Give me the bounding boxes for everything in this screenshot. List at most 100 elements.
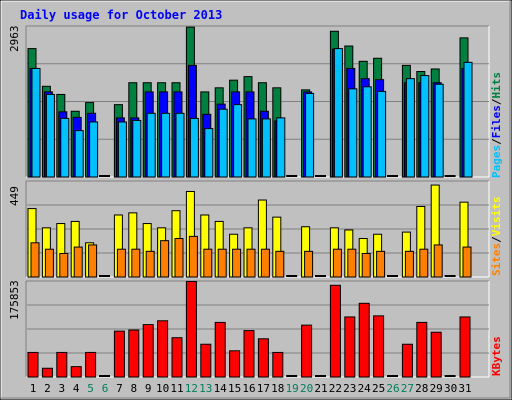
- day-label: 22: [329, 382, 342, 395]
- kbytes-ymax-label: 175853: [8, 280, 21, 320]
- day-label: 19: [286, 382, 299, 395]
- kbytes-bar: [373, 315, 385, 378]
- chart-title: Daily usage for October 2013: [20, 8, 222, 22]
- kbytes-bar: [200, 343, 212, 378]
- sites-bar: [419, 248, 429, 278]
- pages-bar: [45, 93, 55, 178]
- sites-bar: [347, 248, 357, 278]
- pages-bar: [89, 121, 99, 178]
- pages-bar: [276, 117, 286, 178]
- legend-slash-3: /: [490, 236, 503, 243]
- sites-bar: [88, 244, 98, 278]
- pages-bar: [434, 83, 444, 178]
- day-label: 2: [44, 382, 51, 395]
- sites-bar: [260, 248, 270, 278]
- day-label: 21: [314, 382, 327, 395]
- svg-text:Pages/Files/Hits: Pages/Files/Hits: [490, 72, 503, 178]
- day-label: 12: [185, 382, 198, 395]
- day-label: 16: [242, 382, 255, 395]
- legend-slash-1: /: [490, 138, 503, 145]
- day-label: 29: [430, 382, 443, 395]
- legend-sites: Sites: [490, 243, 503, 276]
- legend-slash-2: /: [490, 98, 503, 105]
- panel-hits-files-pages: [25, 25, 490, 178]
- day-label: 14: [214, 382, 228, 395]
- pages-bar: [247, 118, 257, 178]
- day-label: 3: [58, 382, 65, 395]
- sites-bar: [462, 246, 472, 278]
- legend-visits: Visits: [490, 197, 503, 237]
- pages-bar: [348, 88, 358, 178]
- pages-bar: [405, 78, 415, 178]
- legend-kbytes: KBytes: [490, 336, 503, 376]
- pages-bar: [305, 92, 315, 178]
- day-label: 8: [130, 382, 137, 395]
- kbytes-bar: [301, 324, 313, 378]
- pages-bar: [204, 128, 214, 178]
- pages-bar: [420, 75, 430, 178]
- pages-bar: [132, 119, 142, 178]
- sites-bar: [376, 250, 386, 278]
- day-label: 7: [116, 382, 123, 395]
- day-label: 15: [228, 382, 241, 395]
- svg-text:Sites/Visits: Sites/Visits: [490, 197, 503, 277]
- sites-bar: [131, 248, 141, 278]
- sites-bar: [160, 240, 170, 278]
- sites-bar: [217, 248, 227, 278]
- pages-bar: [463, 61, 473, 178]
- sites-bar: [30, 242, 40, 278]
- sites-bar: [116, 248, 126, 278]
- kbytes-bar: [243, 330, 255, 378]
- day-label: 31: [458, 382, 471, 395]
- sites-bar: [73, 246, 83, 278]
- kbytes-bar: [257, 338, 269, 378]
- kbytes-bar: [27, 351, 39, 378]
- sites-bar: [275, 250, 285, 278]
- day-label: 10: [156, 382, 169, 395]
- sites-bar: [145, 250, 155, 278]
- pages-bar: [377, 90, 387, 178]
- day-label: 11: [170, 382, 183, 395]
- hits-ymax-label: 2963: [8, 26, 21, 53]
- kbytes-bar: [41, 367, 53, 378]
- pages-bar: [175, 112, 185, 178]
- kbytes-bar: [214, 321, 226, 378]
- kbytes-bar: [272, 351, 284, 378]
- kbytes-bar: [185, 280, 197, 378]
- sites-bar: [433, 244, 443, 278]
- legend-pages: Pages: [490, 145, 503, 178]
- day-label: 17: [257, 382, 270, 395]
- visits-ymax-label: 449: [8, 186, 21, 206]
- kbytes-bar: [344, 316, 356, 378]
- pages-bar: [117, 121, 127, 178]
- panel-visits-sites: [25, 180, 490, 278]
- sites-bar: [332, 248, 342, 278]
- kbytes-bar: [329, 284, 341, 378]
- day-label: 27: [401, 382, 414, 395]
- sites-bar: [188, 235, 198, 278]
- day-label: 23: [343, 382, 356, 395]
- kbytes-bar: [157, 320, 169, 378]
- panel-kbytes: [25, 280, 490, 378]
- sites-bar: [44, 248, 54, 278]
- day-label: 24: [358, 382, 372, 395]
- sites-bar: [361, 252, 371, 278]
- kbytes-bar: [459, 316, 471, 378]
- legend-hits: Hits: [490, 72, 503, 99]
- day-label: 1: [30, 382, 37, 395]
- pages-bar: [161, 112, 171, 178]
- kbytes-bar: [113, 330, 125, 378]
- kbytes-bar: [229, 350, 241, 378]
- pages-bar: [333, 48, 343, 178]
- day-label: 6: [102, 382, 109, 395]
- day-label: 18: [271, 382, 284, 395]
- kbytes-bar: [128, 329, 140, 378]
- day-label: 13: [199, 382, 212, 395]
- sites-bar: [246, 248, 256, 278]
- day-label: 25: [372, 382, 385, 395]
- x-axis-day-labels: 1 2 3 4 5 6 7 8 9 10 11 12 13 14 15 16 17 18 19 20 21 22 23 24 2…: [30, 382, 472, 395]
- sites-bar: [203, 248, 213, 278]
- pages-bar: [146, 112, 156, 178]
- pages-bar: [60, 117, 70, 178]
